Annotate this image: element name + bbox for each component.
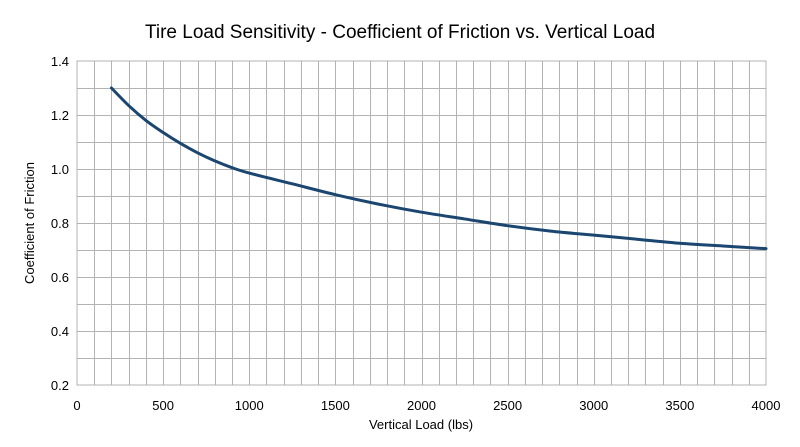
series-layer	[109, 86, 768, 251]
x-tick-label: 2000	[407, 398, 436, 413]
y-tick-label: 0.2	[51, 378, 69, 393]
x-tick-label: 4000	[752, 398, 781, 413]
x-tick-label: 0	[73, 398, 80, 413]
y-tick-label: 1.2	[51, 108, 69, 123]
grid	[77, 61, 766, 385]
x-tick-label: 1000	[235, 398, 264, 413]
y-axis-label: Coefficient of Friction	[22, 162, 37, 284]
y-tick-label: 0.6	[51, 270, 69, 285]
series-line	[109, 86, 768, 251]
x-tick-label: 3500	[665, 398, 694, 413]
y-tick-label: 0.8	[51, 216, 69, 231]
x-tick-labels: 0 500 1000 1500 2000 2500 3000 3500 4000	[73, 398, 780, 413]
y-tick-labels: 0.2 0.4 0.6 0.8 1.0 1.2 1.4	[51, 54, 69, 393]
x-tick-label: 500	[152, 398, 174, 413]
y-tick-label: 1.4	[51, 54, 69, 69]
x-axis-label: Vertical Load (lbs)	[369, 417, 473, 432]
x-tick-label: 3000	[579, 398, 608, 413]
plot-frame	[76, 60, 767, 386]
x-tick-label: 2500	[493, 398, 522, 413]
chart-title: Tire Load Sensitivity - Coefficient of F…	[145, 22, 655, 43]
y-tick-label: 1.0	[51, 162, 69, 177]
x-tick-label: 1500	[321, 398, 350, 413]
y-tick-label: 0.4	[51, 324, 69, 339]
